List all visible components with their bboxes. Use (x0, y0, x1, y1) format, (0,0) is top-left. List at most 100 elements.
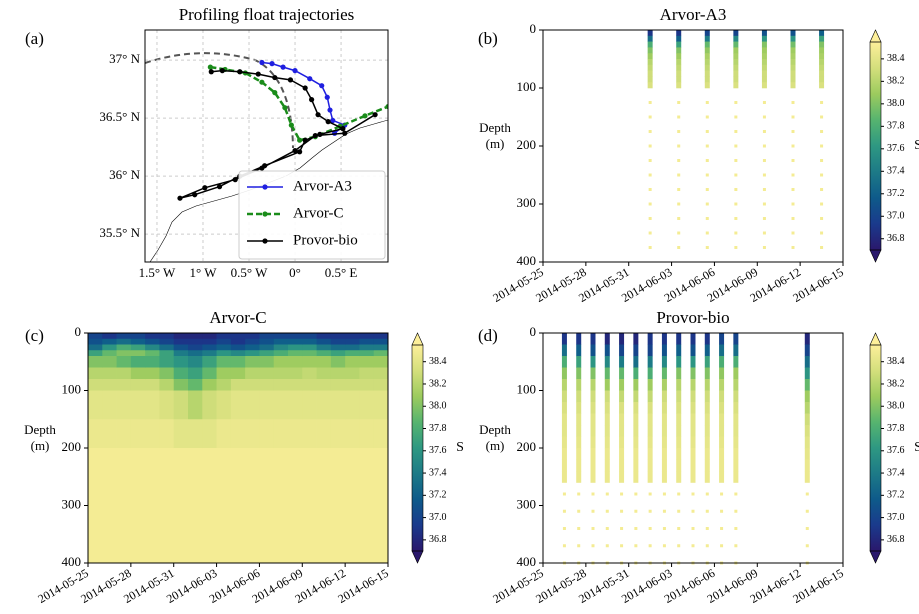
x-tick-label: 1.5° W (139, 265, 176, 280)
heatmap-cell (130, 350, 146, 357)
heatmap-cell (159, 379, 175, 391)
profile-point (820, 246, 824, 249)
profile-cell (704, 367, 710, 380)
profile-point (648, 115, 652, 119)
colorbar-tick-label: 37.2 (887, 490, 905, 501)
heatmap-cell (159, 419, 175, 449)
profile-cell (690, 413, 696, 426)
profile-cell (633, 459, 639, 472)
heatmap-cell (288, 505, 303, 564)
profile-cell (704, 379, 710, 391)
profile-cell (719, 413, 725, 426)
heatmap-cell (259, 505, 275, 564)
colorbar-tick-label: 36.8 (887, 233, 905, 244)
heatmap-cell (116, 333, 132, 340)
profile-cell (604, 448, 610, 460)
profile-cell (733, 379, 739, 391)
profile-point (705, 246, 709, 249)
profile-cell (604, 379, 610, 391)
colorbar-tick-label: 38.0 (429, 401, 447, 412)
profile-point (648, 159, 652, 162)
heatmap-cell (345, 379, 360, 391)
heatmap-cell (273, 448, 289, 506)
heatmap-cell (216, 379, 232, 391)
profile-cell (604, 471, 610, 483)
colorbar-tick-label: 38.4 (887, 53, 905, 64)
heatmap-cell (145, 344, 160, 351)
profile-point (762, 246, 766, 249)
heatmap-cell (188, 350, 203, 357)
profile-cell (804, 459, 810, 472)
profile-cell (804, 333, 810, 345)
profile-point (662, 544, 666, 548)
heatmap-cell (245, 350, 260, 357)
profile-point (820, 217, 824, 220)
heatmap-cell (230, 448, 246, 506)
profile-point (605, 492, 609, 496)
heatmap-cell (173, 379, 189, 391)
profile-point (677, 217, 681, 220)
colorbar-tick-label: 36.8 (887, 534, 905, 545)
profile-point (562, 527, 566, 530)
y-tick-label: 36° N (109, 167, 140, 182)
heatmap-cell (245, 390, 260, 420)
heatmap-cell (230, 367, 246, 380)
profile-point (820, 202, 824, 206)
profile-point (691, 544, 695, 548)
profile-point (705, 144, 709, 148)
x-tick-label: 0.5° W (231, 265, 268, 280)
heatmap-cell (188, 367, 203, 380)
colorbar-tick-label: 38.2 (887, 76, 905, 87)
profile-cell (676, 41, 682, 48)
profile-cell (819, 70, 825, 77)
profile-point (634, 509, 638, 513)
profile-cell (676, 35, 682, 42)
profile-point (705, 217, 709, 220)
trajectory-point (280, 64, 286, 70)
profile-cell (661, 356, 667, 368)
profile-point (791, 115, 795, 119)
heatmap-cell (116, 367, 132, 380)
heatmap-cell (188, 390, 203, 420)
profile-cell (733, 402, 739, 414)
y-tick-label: 37° N (109, 51, 140, 66)
heatmap-cell (359, 419, 375, 449)
profile-cell (804, 471, 810, 483)
panel-title: Arvor-A3 (660, 5, 727, 24)
profile-cell (647, 344, 653, 357)
heatmap-cell (188, 379, 203, 391)
heatmap-cell (230, 356, 246, 368)
heatmap-cell (330, 390, 346, 420)
profile-cell (804, 390, 810, 403)
y-tick-label: 100 (517, 381, 537, 396)
profile-point (734, 231, 738, 235)
profile-point (677, 101, 681, 104)
profile-cell (633, 471, 639, 483)
profile-point (605, 527, 609, 530)
profile-cell (604, 413, 610, 426)
profile-cell (790, 64, 796, 71)
heatmap-cell (116, 338, 132, 345)
heatmap-cell (130, 379, 146, 391)
profile-cell (619, 379, 625, 391)
y-tick-label: 36.5° N (99, 109, 140, 124)
legend-label: Provor-bio (293, 232, 358, 248)
profile-cell (633, 448, 639, 460)
profile-cell (761, 70, 767, 77)
heatmap-cell (202, 419, 217, 449)
profile-point (648, 217, 652, 220)
heatmap-cell (330, 505, 346, 564)
heatmap-cell (359, 333, 375, 340)
profile-point (634, 527, 638, 530)
heatmap-cell (188, 338, 203, 345)
profile-cell (661, 413, 667, 426)
profile-cell (590, 379, 596, 391)
y-tick-label: 200 (517, 137, 537, 152)
colorbar-frame (411, 344, 424, 552)
profile-point (820, 188, 824, 191)
profile-cell (704, 30, 710, 37)
profile-point (791, 246, 795, 249)
heatmap-cell (216, 350, 232, 357)
colorbar-extend-bottom (869, 249, 882, 263)
profile-point (762, 101, 766, 104)
